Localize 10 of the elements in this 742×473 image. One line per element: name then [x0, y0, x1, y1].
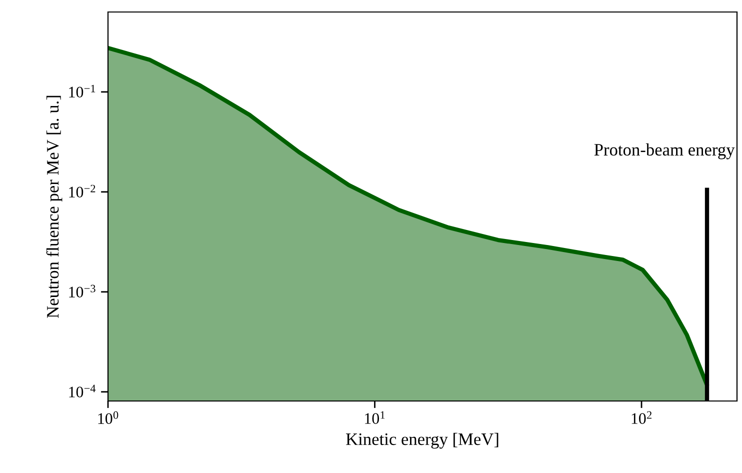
y-tick-label: 10$^{−4}$: [69, 384, 96, 398]
y-tick-label: 10$^{−3}$: [69, 284, 96, 298]
y-axis-title: Neutron fluence per MeV [a. u.]: [46, 96, 62, 318]
x-tick-label: 10$^{0}$: [98, 411, 118, 424]
y-tick-label: 10$^{−1}$: [69, 84, 96, 98]
x-tick-label: 10$^{1}$: [365, 411, 385, 424]
x-tick-label: 10$^{2}$: [632, 411, 652, 424]
x-axis-title: Kinetic energy [MeV]: [346, 432, 498, 449]
annotation: Proton-beam energy: [594, 143, 735, 160]
y-tick-label: 10$^{−2}$: [69, 184, 96, 198]
